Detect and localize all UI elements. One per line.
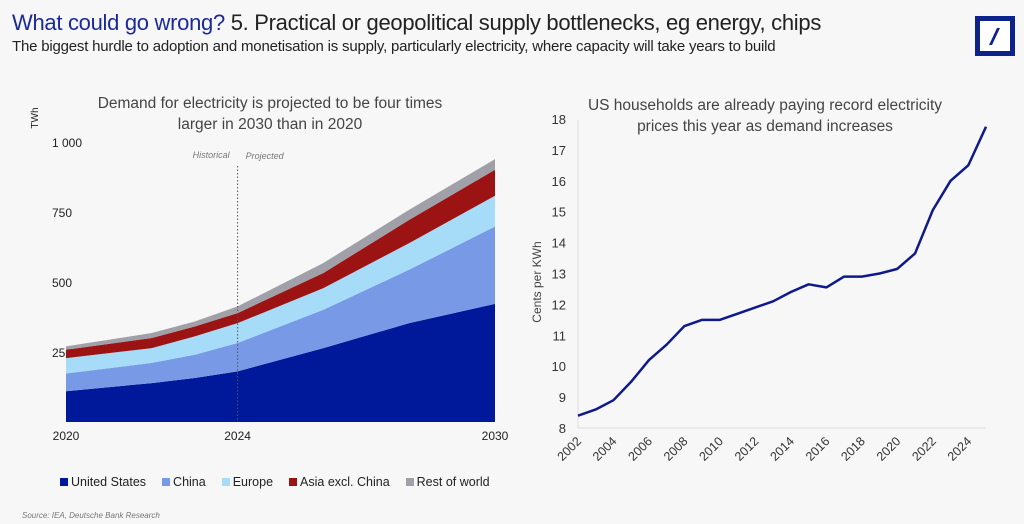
- line-x-tick-label: 2002: [555, 434, 585, 464]
- line-x-tick-label: 2012: [732, 434, 762, 464]
- legend-swatch: [60, 478, 68, 486]
- line-y-axis-label: Cents per KWh: [530, 241, 544, 322]
- line-y-tick-label: 11: [553, 328, 567, 343]
- title-question: What could go wrong?: [12, 10, 225, 35]
- area-x-tick-label: 2024: [224, 429, 251, 443]
- deutsche-bank-logo: [975, 16, 1015, 56]
- line-chart-title-line1: US households are already paying record …: [588, 97, 942, 114]
- legend-label: China: [173, 475, 206, 489]
- area-x-tick-label: 2030: [482, 429, 509, 443]
- area-y-axis-label: TWh: [30, 107, 41, 128]
- legend-label: United States: [71, 475, 147, 489]
- line-chart-title-line2: prices this year as demand increases: [637, 118, 893, 135]
- title-rest: 5. Practical or geopolitical supply bott…: [224, 10, 822, 35]
- source-note: Source: IEA, Deutsche Bank Research: [22, 511, 160, 520]
- line-y-tick-label: 13: [552, 267, 566, 282]
- line-y-tick-label: 10: [552, 359, 566, 374]
- legend-label: Rest of world: [416, 475, 490, 489]
- slide-subtitle: The biggest hurdle to adoption and monet…: [12, 38, 776, 55]
- line-y-tick-label: 16: [552, 174, 566, 189]
- legend-item: Asia excl. China: [289, 475, 390, 489]
- area-x-tick-label: 2020: [53, 429, 80, 443]
- line-x-tick-label: 2022: [909, 434, 939, 464]
- legend-label: Asia excl. China: [300, 475, 390, 489]
- line-y-tick-label: 18: [552, 112, 566, 127]
- area-y-tick-label: 1 000: [52, 136, 82, 150]
- legend-swatch: [162, 478, 171, 486]
- legend-swatch: [221, 478, 230, 486]
- line-y-tick-label: 14: [552, 236, 566, 251]
- legend-item: Rest of world: [405, 475, 490, 489]
- line-y-tick-label: 17: [552, 143, 566, 158]
- area-series-united-states: [66, 303, 495, 422]
- line-x-tick-label: 2016: [803, 434, 833, 464]
- projected-label: Projected: [246, 151, 285, 161]
- line-x-tick-label: 2004: [590, 434, 620, 464]
- area-series-china: [66, 226, 495, 392]
- line-y-tick-label: 9: [559, 390, 566, 405]
- legend-swatch: [289, 478, 298, 486]
- line-y-tick-label: 15: [552, 205, 566, 220]
- legend-item: United States: [60, 475, 146, 489]
- area-chart-legend: United States China Europe Asia excl. China…: [60, 475, 490, 489]
- area-chart-title-line1: Demand for electricity is projected to b…: [98, 95, 443, 112]
- area-y-tick-label: 750: [52, 206, 72, 220]
- slide-title: What could go wrong? 5. Practical or geo…: [12, 10, 821, 36]
- line-x-tick-label: 2018: [838, 434, 868, 464]
- line-x-tick-label: 2020: [874, 434, 904, 464]
- area-series-europe: [66, 195, 495, 374]
- area-y-tick-label: 500: [52, 276, 72, 290]
- line-x-tick-label: 2008: [661, 434, 691, 464]
- legend-label: Europe: [232, 475, 274, 489]
- line-x-tick-label: 2006: [626, 434, 656, 464]
- line-y-tick-label: 8: [559, 421, 566, 436]
- area-chart-title-line2: larger in 2030 than in 2020: [178, 116, 363, 133]
- legend-item: Europe: [221, 475, 274, 489]
- historical-label: Historical: [193, 150, 231, 160]
- line-x-tick-label: 2010: [696, 434, 726, 464]
- line-x-tick-label: 2024: [945, 434, 975, 464]
- line-x-tick-label: 2014: [767, 434, 797, 464]
- line-y-tick-label: 12: [552, 297, 566, 312]
- legend-item: China: [162, 475, 206, 489]
- electricity-price-line: [577, 126, 988, 417]
- legend-swatch: [405, 478, 414, 486]
